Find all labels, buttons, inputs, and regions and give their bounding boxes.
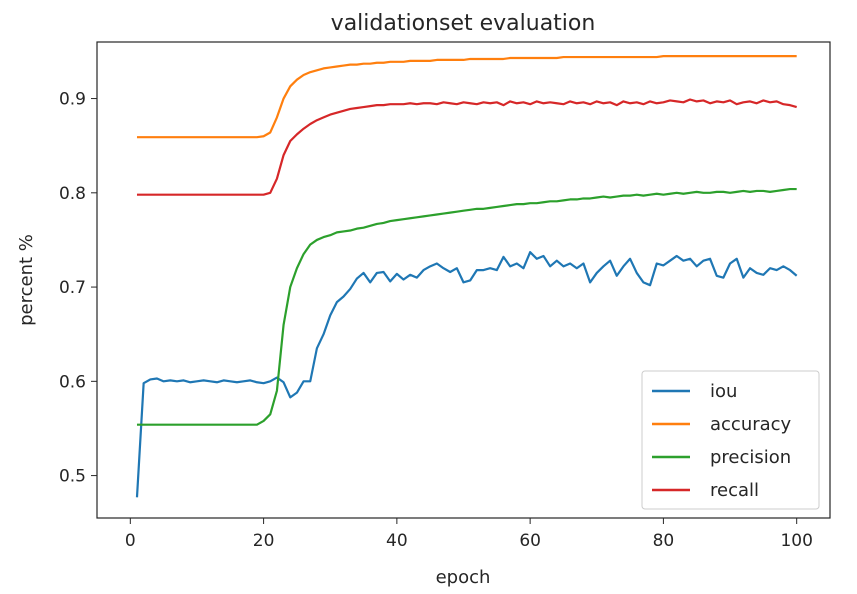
x-tick-label: 100 <box>780 531 812 551</box>
y-axis: 0.5 0.6 0.7 0.8 0.9 <box>59 90 97 487</box>
x-tick-label: 80 <box>653 531 675 551</box>
plot-area <box>135 55 798 498</box>
x-axis-title: epoch <box>436 567 491 588</box>
legend-label-precision: precision <box>710 447 791 468</box>
x-axis: 0 20 40 60 80 100 <box>125 518 813 551</box>
legend-label-accuracy: accuracy <box>710 414 792 435</box>
legend-box <box>641 370 820 510</box>
legend-label-iou: iou <box>710 381 737 402</box>
y-tick-label: 0.6 <box>59 372 86 392</box>
y-tick-label: 0.5 <box>59 467 86 487</box>
plot-frame <box>96 41 831 519</box>
x-tick-label: 40 <box>386 531 408 551</box>
y-tick-label: 0.9 <box>59 90 86 110</box>
x-tick-label: 60 <box>519 531 541 551</box>
x-tick-label: 0 <box>125 531 136 551</box>
series-line-iou <box>135 251 798 498</box>
x-tick-label: 20 <box>253 531 275 551</box>
legend-label-recall: recall <box>710 480 759 501</box>
series-line-accuracy <box>136 55 797 139</box>
legend: iou accuracy precision recall <box>641 370 820 510</box>
y-tick-label: 0.7 <box>59 278 86 298</box>
chart-title: validationset evaluation <box>331 11 596 36</box>
y-axis-title: percent % <box>16 234 37 326</box>
series-line-precision <box>136 187 797 426</box>
series-line-recall <box>136 98 797 196</box>
y-tick-label: 0.8 <box>59 184 86 204</box>
